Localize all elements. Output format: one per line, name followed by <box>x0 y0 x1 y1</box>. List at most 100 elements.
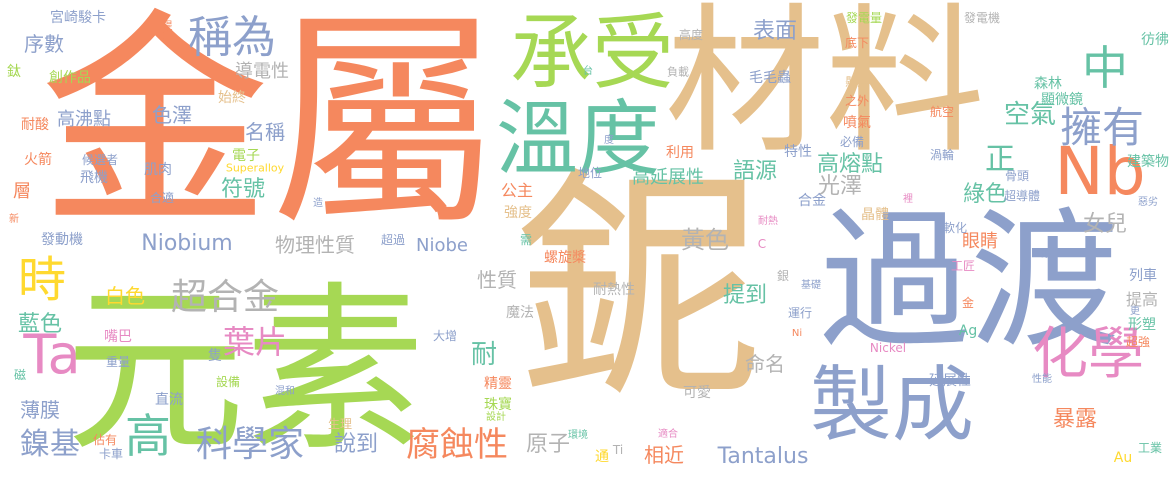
word-cloud-word: 鈦 <box>7 64 21 80</box>
word-cloud-word: 元素 <box>64 267 426 476</box>
word-cloud-word: 藍色 <box>17 312 63 337</box>
word-cloud-word: 可愛 <box>683 385 711 401</box>
word-cloud-word: 耐熱 <box>758 216 778 227</box>
word-cloud-word: 懸浮 <box>844 75 870 89</box>
word-cloud-word: 提升 <box>160 20 171 40</box>
word-cloud-word: Niobe <box>416 235 468 256</box>
word-cloud-word: 葉片 <box>222 323 288 361</box>
word-cloud-word: 擁有 <box>1059 103 1145 152</box>
word-cloud-word: 特性 <box>784 144 812 160</box>
word-cloud-word: 環境 <box>568 430 588 441</box>
word-cloud-word: 原子 <box>525 432 571 457</box>
word-cloud-word: 超過 <box>380 233 406 247</box>
word-cloud-word: 色澤 <box>152 103 192 127</box>
word-cloud-word: 物理性質 <box>275 233 355 257</box>
word-cloud-word: Superalloy <box>225 161 285 175</box>
word-cloud-word: 公主 <box>500 181 534 200</box>
word-cloud-word: 符號 <box>220 177 266 202</box>
word-cloud-word: 肌肉 <box>144 162 172 178</box>
word-cloud-word: Ti <box>612 443 624 457</box>
word-cloud-word: 電子 <box>232 148 260 164</box>
word-cloud-word: Nb <box>1054 133 1146 210</box>
word-cloud-word: 合金 <box>798 193 826 209</box>
word-cloud-word: 隻 <box>208 348 222 364</box>
word-cloud-word: 黃色 <box>681 226 729 254</box>
word-cloud-word: 耐熱性 <box>593 282 635 298</box>
word-cloud-word: 創作品 <box>49 70 91 86</box>
word-cloud-word: 中 <box>1082 41 1128 95</box>
word-cloud-word: 運行 <box>787 306 813 320</box>
word-cloud-word: Ta <box>23 323 81 386</box>
word-cloud-word: 空氣 <box>1003 100 1057 130</box>
word-cloud-word: 化學 <box>1032 322 1144 387</box>
word-cloud-word: 磁 <box>13 368 27 382</box>
word-cloud-word: 骨頭 <box>1004 169 1030 183</box>
word-cloud-word: 顯微鏡 <box>1041 92 1083 108</box>
word-cloud-word: 魔法 <box>506 305 534 321</box>
word-cloud-word: 渦輪 <box>929 148 955 162</box>
word-cloud-word: Nickel <box>869 341 907 355</box>
word-cloud-word: 正 <box>985 142 1015 177</box>
word-cloud-word: 薄膜 <box>20 398 60 422</box>
word-cloud-word: 列車 <box>1129 268 1157 284</box>
word-cloud-word: 彷彿 <box>1141 32 1169 48</box>
word-cloud-word: Au <box>1113 450 1133 466</box>
word-cloud-word: 火箭 <box>24 152 52 168</box>
word-cloud-word: 銀 <box>776 269 790 283</box>
word-cloud-word: 命名 <box>745 352 785 376</box>
word-cloud-word: 珠寶 <box>484 397 512 413</box>
word-cloud-word: 性質 <box>477 268 517 292</box>
word-cloud-word: 軟化 <box>942 221 968 235</box>
word-cloud-word: 噴氣 <box>843 115 871 131</box>
word-cloud-word: 延展性 <box>929 373 971 389</box>
word-cloud-word: 螺旋槳 <box>544 250 586 266</box>
word-cloud-word: 溫度 <box>495 92 661 187</box>
word-cloud-word: 眼睛 <box>962 231 998 252</box>
word-cloud-word: 台 <box>583 66 593 77</box>
word-cloud-word: 嘴巴 <box>104 329 132 345</box>
word-cloud-word: 提高 <box>1125 290 1159 309</box>
word-cloud-word: 大增 <box>432 329 458 343</box>
word-cloud-word: 合適 <box>149 191 175 205</box>
word-cloud-word: 造 <box>313 198 323 209</box>
word-cloud-word: 利用 <box>666 145 694 161</box>
word-cloud-word: 提到 <box>722 283 768 308</box>
word-cloud-word: 相近 <box>644 443 684 467</box>
word-cloud-word: 直流 <box>155 392 183 408</box>
word-cloud-word: 混和 <box>275 386 295 397</box>
word-cloud-word: Niobium <box>141 231 233 256</box>
word-cloud-word: 女兒 <box>1082 212 1128 237</box>
word-cloud-word: 承受 <box>509 6 675 101</box>
word-cloud-word: 惡劣 <box>1138 197 1158 208</box>
word-cloud-word: 高沸點 <box>57 109 111 130</box>
word-cloud-word: 超導體 <box>1003 189 1041 203</box>
word-cloud-word: 需 <box>519 233 533 247</box>
word-cloud-word: 基礎 <box>801 280 821 291</box>
word-cloud-word: 建築物 <box>1127 154 1169 170</box>
word-cloud-word: 更 <box>1130 306 1140 317</box>
word-cloud-word: 鎳基 <box>20 427 80 462</box>
word-cloud-word: 高度 <box>678 28 704 42</box>
word-cloud-word: 超強 <box>1125 335 1151 349</box>
word-cloud-word: 名稱 <box>245 120 285 144</box>
word-cloud-word: Ag <box>958 323 978 339</box>
word-cloud-word: Tantalus <box>717 444 809 469</box>
word-cloud-word: 金屬 <box>39 0 501 258</box>
word-cloud-word: 科學家 <box>195 424 305 465</box>
word-cloud-word: 過渡 <box>819 195 1121 369</box>
word-cloud-word: 製成 <box>809 358 975 453</box>
word-cloud-word: 重量 <box>105 355 131 369</box>
word-cloud-word: 暴露 <box>1052 407 1098 432</box>
word-cloud-word: 必備 <box>839 135 865 149</box>
word-cloud-word: 航空 <box>929 105 955 119</box>
word-cloud-word: 工匠 <box>950 259 976 273</box>
word-cloud-word: 發電量 <box>845 11 883 25</box>
word-cloud-word: 發動機 <box>41 232 83 248</box>
word-cloud-word: 晶體 <box>861 207 889 223</box>
word-cloud-word: 新 <box>9 214 19 225</box>
word-cloud-word: 稱為 <box>188 12 276 63</box>
word-cloud-word: 語源 <box>732 159 778 184</box>
word-cloud-word: 光澤 <box>817 174 863 199</box>
word-cloud-word: 表面 <box>752 19 798 44</box>
